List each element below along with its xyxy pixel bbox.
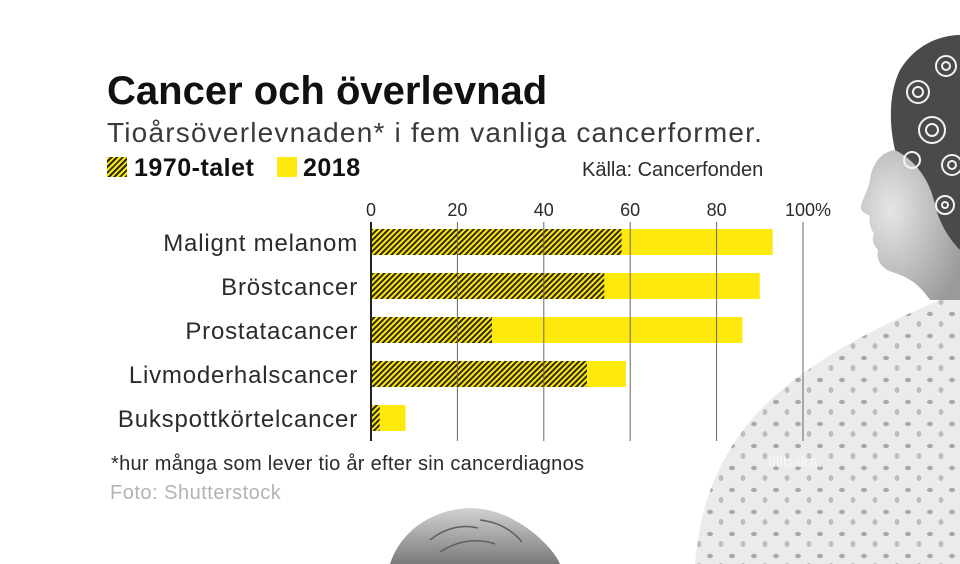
category-label-livmoderhalscancer: Livmoderhalscancer (129, 362, 358, 389)
category-label-bukspottkortelcancer: Bukspottkörtelcancer (118, 406, 358, 433)
photo-hands (390, 508, 560, 564)
bar-1970-talet-brostcancer (371, 273, 605, 299)
photo-caption-fragment: tillbaka. (768, 454, 823, 471)
x-tick-label-80: 80 (707, 200, 727, 220)
photo-face (860, 150, 960, 300)
photo-fingers (429, 519, 523, 553)
footnote: *hur många som lever tio år efter sin ca… (111, 453, 585, 475)
legend-label-1970-talet: 1970-talet (134, 154, 255, 182)
bars-group (371, 229, 773, 431)
category-label-malignt-melanom: Malignt melanom (163, 230, 358, 257)
chart-subtitle: Tioårsöverlevnaden* i fem vanliga cancer… (107, 117, 764, 148)
source-note: Källa: Cancerfonden (582, 159, 764, 181)
bar-1970-talet-malignt-melanom (371, 229, 622, 255)
gridlines-group (370, 222, 804, 441)
x-tick-label-60: 60 (620, 200, 640, 220)
legend-label-2018: 2018 (303, 154, 361, 182)
x-tick-label-40: 40 (534, 200, 554, 220)
chart-title: Cancer och överlevnad (107, 69, 548, 113)
x-tick-labels-group: 0 20 40 60 80 100% (366, 200, 831, 220)
category-label-prostatacancer: Prostatacancer (185, 318, 358, 345)
x-tick-label-0: 0 (366, 200, 376, 220)
x-tick-label-100: 100% (785, 200, 831, 220)
category-labels-group: Malignt melanom Bröstcancer Prostatacancer… (118, 230, 358, 433)
photo-gown (695, 292, 960, 564)
category-label-brostcancer: Bröstcancer (221, 274, 358, 301)
bar-1970-talet-prostatacancer (371, 317, 492, 343)
legend-swatch-1970-talet (107, 157, 127, 177)
legend-swatch-2018 (277, 157, 297, 177)
photo-credit: Foto: Shutterstock (110, 482, 282, 504)
x-tick-label-20: 20 (447, 200, 467, 220)
bar-1970-talet-bukspottkortelcancer (371, 405, 380, 431)
bar-1970-talet-livmoderhalscancer (371, 361, 587, 387)
photo-headscarf-pattern (903, 55, 960, 215)
